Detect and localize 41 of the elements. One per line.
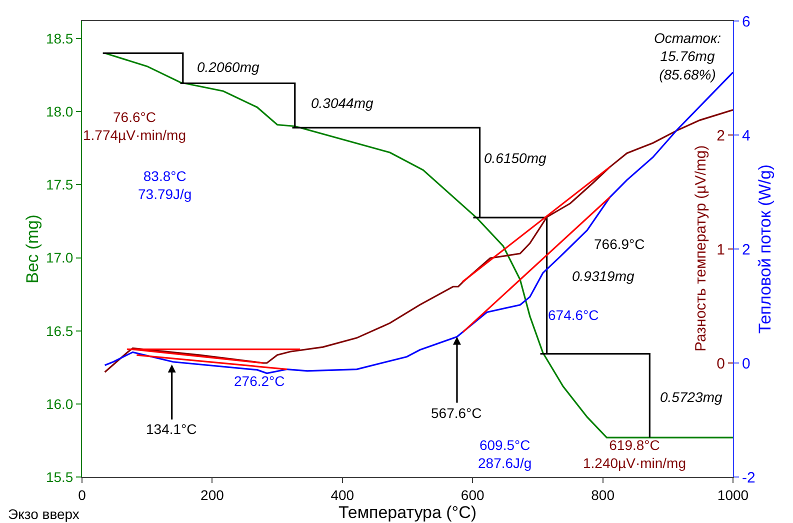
y3-tick-label: 4 bbox=[742, 127, 750, 144]
y3-axis-title: Тепловой поток (W/g) bbox=[756, 164, 775, 334]
annotation: 76.6°C 1.774µV·min/mg bbox=[83, 109, 186, 144]
y-tick-label: 16.5 bbox=[46, 322, 74, 339]
y3-tick-label: 6 bbox=[742, 13, 750, 30]
annotation: 134.1°C bbox=[146, 421, 197, 437]
y3-tick-label: 0 bbox=[742, 355, 750, 372]
annotation: 0.5723mg bbox=[660, 389, 722, 405]
x-tick-label: 600 bbox=[460, 486, 484, 503]
annotation: 567.6°C bbox=[431, 405, 482, 421]
y2-tick-label: 1 bbox=[716, 241, 725, 258]
y-tick-label: 17.5 bbox=[46, 176, 74, 193]
annotation: 619.8°C 1.240µV·min/mg bbox=[583, 437, 686, 472]
annotation: Остаток: 15.76mg (85.68%) bbox=[654, 30, 722, 82]
y2-axis-title: Разность температур (µV/mg) bbox=[692, 145, 710, 352]
y-tick-label: 17.0 bbox=[46, 250, 74, 266]
y3-tick-label: -2 bbox=[742, 469, 756, 486]
y-tick-label: 15.5 bbox=[46, 468, 74, 485]
y-axis-title: Вес (mg) bbox=[23, 214, 42, 284]
annotation: 0.2060mg bbox=[197, 59, 260, 75]
y2-tick-label: 0 bbox=[716, 355, 725, 372]
x-tick-label: 800 bbox=[591, 486, 615, 503]
y-tick-label: 18.5 bbox=[46, 30, 74, 46]
y2-tick-label: 2 bbox=[716, 127, 725, 144]
annotation: 0.9319mg bbox=[572, 268, 634, 284]
annotation: 609.5°C 287.6J/g bbox=[478, 437, 532, 472]
annotation: 276.2°C bbox=[234, 373, 285, 389]
x-tick-label: 400 bbox=[330, 486, 354, 503]
x-tick-label: 200 bbox=[200, 486, 224, 503]
annotation: 83.8°C 73.79J/g bbox=[138, 168, 192, 202]
y3-tick-label: 2 bbox=[742, 241, 750, 258]
x-axis-title: Температура (°C) bbox=[338, 503, 477, 522]
y-tick-label: 16.0 bbox=[46, 396, 74, 412]
x-tick-label: 0 bbox=[78, 486, 86, 503]
y-tick-label: 18.0 bbox=[46, 104, 74, 120]
annotation: 0.6150mg bbox=[484, 150, 546, 166]
annotation: 766.9°C bbox=[594, 236, 645, 252]
annotation: 674.6°C bbox=[548, 307, 599, 323]
x-tick-label: 1000 bbox=[717, 486, 749, 503]
text: Экзо вверх bbox=[8, 506, 80, 522]
annotation: 0.3044mg bbox=[311, 95, 374, 111]
